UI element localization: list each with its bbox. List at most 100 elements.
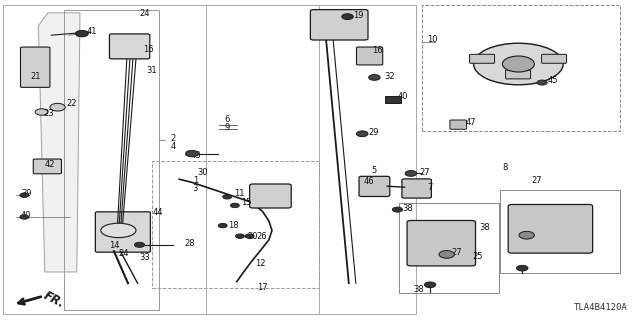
FancyBboxPatch shape (20, 47, 50, 87)
Text: 32: 32 (385, 72, 396, 81)
Text: 46: 46 (364, 177, 374, 186)
Text: 21: 21 (31, 72, 41, 81)
Text: 27: 27 (419, 168, 430, 177)
Circle shape (236, 234, 244, 238)
Circle shape (405, 171, 417, 176)
Text: 41: 41 (87, 28, 97, 36)
FancyBboxPatch shape (33, 159, 61, 174)
FancyBboxPatch shape (470, 54, 495, 63)
Text: 27: 27 (532, 176, 543, 185)
Text: FR.: FR. (42, 289, 67, 311)
Text: 7: 7 (428, 183, 433, 192)
FancyBboxPatch shape (109, 34, 150, 59)
FancyBboxPatch shape (310, 10, 368, 40)
Text: 28: 28 (184, 239, 195, 248)
Text: 23: 23 (44, 109, 54, 118)
Text: 40: 40 (397, 92, 408, 101)
Text: 16: 16 (372, 46, 383, 55)
Text: 4: 4 (170, 142, 175, 151)
Circle shape (20, 193, 29, 197)
Text: 45: 45 (547, 76, 557, 85)
Circle shape (134, 242, 145, 247)
Circle shape (245, 234, 254, 238)
Circle shape (230, 203, 239, 208)
Text: 38: 38 (413, 285, 424, 294)
Bar (64, 10, 159, 310)
Text: 18: 18 (228, 221, 239, 230)
Bar (206, 5, 416, 314)
Circle shape (439, 251, 454, 258)
Text: 19: 19 (353, 11, 363, 20)
Circle shape (186, 150, 198, 157)
Circle shape (20, 215, 29, 219)
Bar (152, 161, 319, 288)
Polygon shape (38, 13, 80, 272)
Circle shape (502, 56, 534, 72)
Circle shape (218, 223, 227, 228)
FancyBboxPatch shape (385, 96, 401, 103)
Text: TLA4B4120A: TLA4B4120A (573, 303, 627, 312)
Circle shape (356, 131, 368, 137)
FancyBboxPatch shape (356, 47, 383, 65)
Text: 17: 17 (257, 284, 268, 292)
Ellipse shape (101, 223, 136, 237)
Circle shape (223, 195, 232, 199)
FancyBboxPatch shape (407, 220, 476, 266)
Text: 42: 42 (45, 160, 55, 169)
Text: 44: 44 (152, 208, 163, 217)
Bar (399, 203, 499, 293)
Text: 39: 39 (21, 189, 32, 198)
Circle shape (424, 282, 436, 288)
Bar (500, 190, 620, 273)
FancyBboxPatch shape (95, 212, 150, 252)
Text: 15: 15 (241, 198, 252, 207)
Text: 25: 25 (472, 252, 483, 261)
Text: 1: 1 (193, 176, 198, 185)
Text: 3: 3 (193, 184, 198, 193)
Circle shape (519, 231, 534, 239)
Text: 38: 38 (402, 204, 413, 213)
Ellipse shape (474, 43, 563, 85)
Circle shape (516, 265, 528, 271)
FancyBboxPatch shape (541, 54, 566, 63)
Text: 33: 33 (140, 253, 150, 262)
Text: 11: 11 (234, 189, 244, 198)
Text: 47: 47 (466, 118, 477, 127)
FancyBboxPatch shape (250, 184, 291, 208)
Bar (3, 5, 319, 314)
Text: 8: 8 (502, 164, 508, 172)
Circle shape (392, 207, 403, 212)
Text: 22: 22 (66, 100, 76, 108)
Text: 24: 24 (118, 249, 129, 258)
Text: 14: 14 (109, 241, 120, 250)
FancyBboxPatch shape (402, 179, 431, 198)
Circle shape (537, 80, 547, 85)
Circle shape (76, 30, 88, 37)
Text: 40: 40 (21, 212, 31, 220)
Text: 16: 16 (143, 45, 154, 54)
Circle shape (342, 14, 353, 20)
Text: 30: 30 (197, 168, 208, 177)
Text: 6: 6 (224, 116, 229, 124)
Circle shape (35, 109, 48, 115)
Text: 31: 31 (146, 66, 157, 75)
Text: 29: 29 (368, 128, 378, 137)
Text: 43: 43 (191, 151, 202, 160)
Text: 27: 27 (452, 248, 463, 257)
FancyBboxPatch shape (506, 70, 531, 79)
FancyBboxPatch shape (359, 176, 390, 196)
Circle shape (369, 75, 380, 80)
Text: 20: 20 (247, 232, 257, 241)
Text: 9: 9 (224, 123, 229, 132)
FancyBboxPatch shape (508, 204, 593, 253)
Text: 12: 12 (255, 260, 265, 268)
Text: 26: 26 (257, 232, 268, 241)
Text: 5: 5 (372, 166, 377, 175)
Text: 2: 2 (170, 134, 175, 143)
Bar (422, 5, 620, 131)
FancyBboxPatch shape (450, 120, 467, 129)
Text: 38: 38 (479, 223, 490, 232)
Circle shape (50, 103, 65, 111)
Text: 10: 10 (428, 36, 438, 44)
Text: 24: 24 (140, 9, 150, 18)
